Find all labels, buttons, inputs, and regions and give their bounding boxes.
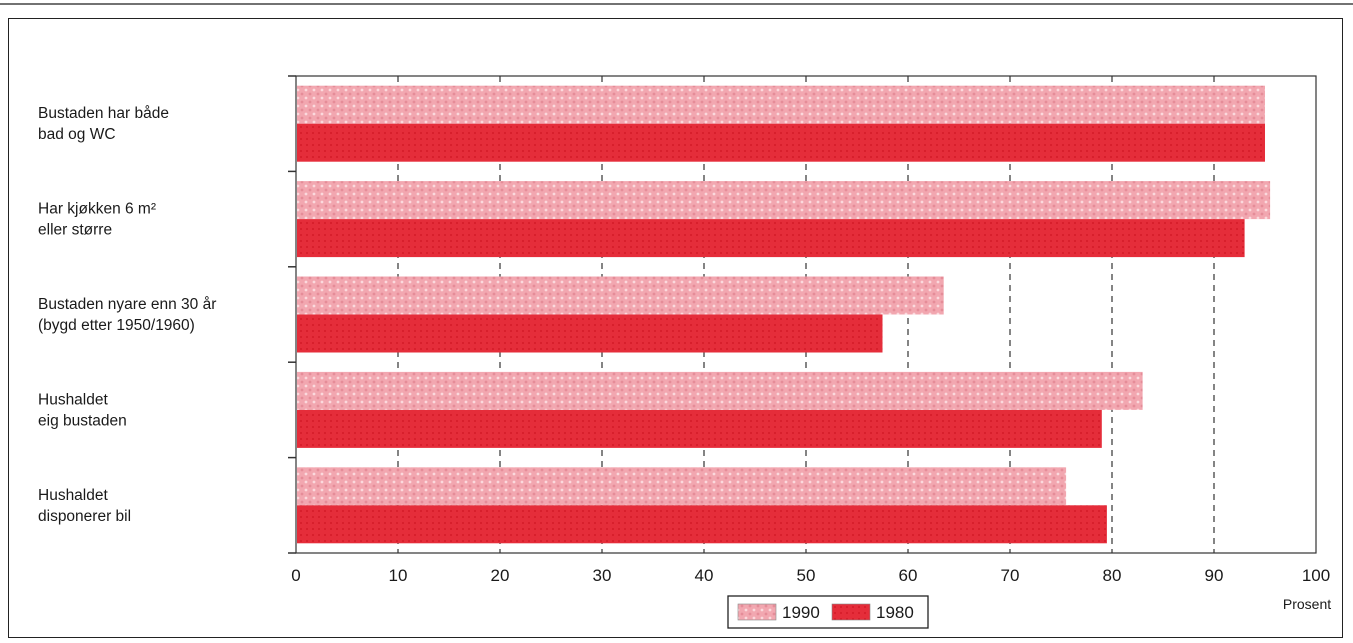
x-axis-title: Prosent (1283, 596, 1331, 612)
x-tick-label-90: 90 (1205, 566, 1224, 585)
bar-1990-1 (297, 181, 1271, 220)
bar-1990-4 (297, 467, 1067, 506)
bar-1990-2 (297, 276, 944, 315)
category-label-4: disponerer bil (38, 508, 131, 525)
legend-label-1990: 1990 (782, 603, 820, 622)
bar-1980-2 (297, 314, 883, 353)
category-label-2: (bygd etter 1950/1960) (38, 317, 195, 334)
category-label-3: Hushaldet (38, 391, 108, 408)
bar-1990-3 (297, 371, 1143, 410)
x-tick-label-60: 60 (899, 566, 918, 585)
bar-1980-1 (297, 219, 1245, 258)
legend-swatch-1980 (831, 603, 871, 621)
category-label-1: Har kjøkken 6 m² (38, 201, 156, 218)
legend-swatch-1990 (737, 603, 777, 621)
x-tick-label-30: 30 (593, 566, 612, 585)
bar-1980-3 (297, 409, 1102, 448)
x-tick-label-70: 70 (1001, 566, 1020, 585)
bar-1990-0 (297, 85, 1265, 124)
x-tick-label-0: 0 (291, 566, 300, 585)
plot-area-border (295, 75, 1317, 554)
x-tick-label-100: 100 (1302, 566, 1330, 585)
category-label-0: bad og WC (38, 126, 116, 143)
x-tick-label-20: 20 (491, 566, 510, 585)
category-label-3: eig bustaden (38, 412, 127, 429)
bar-1980-4 (297, 505, 1107, 544)
x-tick-label-50: 50 (797, 566, 816, 585)
bar-1980-0 (297, 123, 1265, 162)
chart-frame (8, 18, 1343, 638)
category-label-1: eller større (38, 222, 112, 239)
legend-label-1980: 1980 (876, 603, 914, 622)
x-tick-label-80: 80 (1103, 566, 1122, 585)
category-label-2: Bustaden nyare enn 30 år (38, 296, 216, 313)
category-label-4: Hushaldet (38, 487, 108, 504)
x-tick-label-10: 10 (389, 566, 408, 585)
x-tick-label-40: 40 (695, 566, 714, 585)
category-label-0: Bustaden har både (38, 105, 169, 122)
